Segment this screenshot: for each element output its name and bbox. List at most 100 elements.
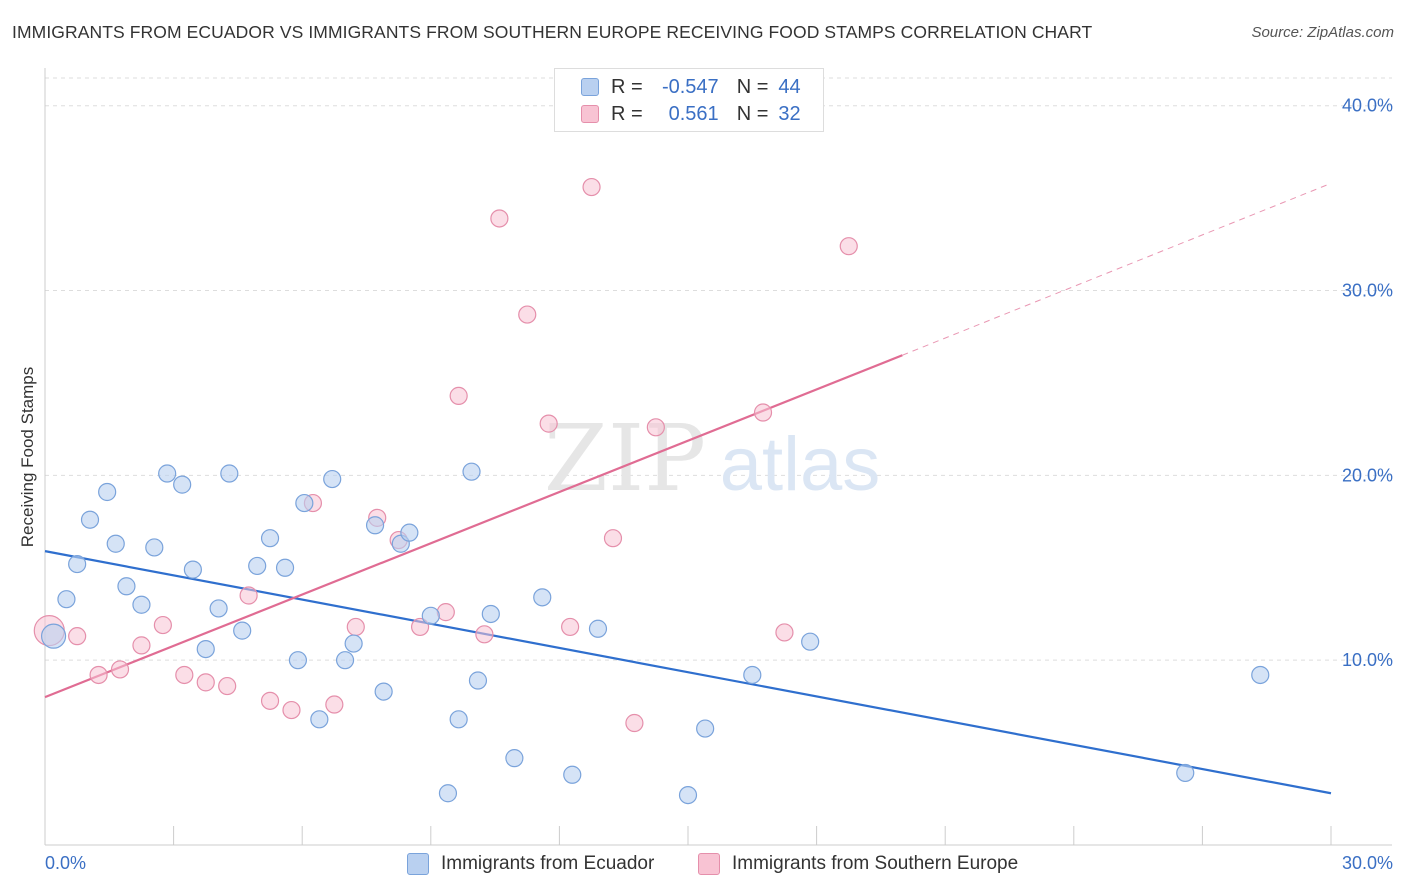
n-value: 44	[778, 75, 801, 98]
southern-europe-point	[218, 676, 237, 696]
ecuador-point	[1251, 665, 1270, 685]
ecuador-point	[220, 464, 239, 483]
ecuador-point	[696, 719, 715, 738]
ecuador-point	[57, 590, 76, 609]
ecuador-point	[588, 619, 608, 638]
southern-europe-point	[89, 665, 108, 685]
ecuador-point	[365, 516, 385, 535]
ecuador-point	[158, 464, 177, 483]
ecuador-point	[80, 510, 100, 529]
ecuador-point	[1176, 763, 1195, 783]
ecuador-point	[481, 604, 500, 624]
source-note: Source: ZipAtlas.com	[1251, 24, 1394, 41]
stats-legend-row-southern-europe: R = 0.561 N = 32	[581, 102, 801, 126]
southern-europe-point	[68, 627, 87, 646]
ecuador-point	[462, 462, 481, 481]
southern-europe-point	[410, 617, 430, 637]
ecuador-point	[323, 469, 342, 489]
y-tick-label: 30.0%	[1342, 281, 1393, 301]
ecuador-point	[117, 577, 136, 596]
n-label: N =	[736, 102, 769, 125]
ecuador-point	[248, 556, 267, 576]
southern-europe-trend-line	[44, 354, 903, 699]
southern-europe-point	[239, 586, 258, 605]
southern-europe-point	[282, 700, 301, 720]
southern-europe-point	[175, 665, 194, 685]
x-tick-label: 30.0%	[1342, 853, 1393, 873]
ecuador-point	[743, 665, 762, 685]
ecuador-point	[310, 710, 329, 729]
southern-europe-point	[582, 177, 601, 197]
southern-europe-point	[490, 209, 509, 228]
gridlines	[45, 77, 1392, 661]
southern-europe-point	[603, 529, 623, 548]
southern-europe-point	[839, 237, 858, 256]
ecuador-point	[421, 606, 440, 625]
y-tick-label: 10.0%	[1342, 650, 1393, 670]
ecuador-point	[68, 554, 87, 574]
r-label: R =	[611, 102, 643, 125]
ecuador-point	[233, 621, 252, 640]
southern-europe-point	[449, 386, 468, 405]
southern-europe-point	[260, 691, 280, 710]
stats-legend-row-ecuador: R = -0.547 N = 44	[581, 75, 801, 99]
ecuador-point	[533, 588, 552, 607]
ecuador-point	[40, 623, 67, 649]
southern-europe-point	[325, 695, 344, 714]
watermark-atlas: atlas	[720, 422, 881, 507]
ecuador-point	[209, 599, 228, 618]
stats-legend: R = -0.547 N = 44 R = 0.561 N = 32	[554, 68, 824, 132]
x-tick-label: 0.0%	[45, 853, 86, 873]
legend-item-southern-europe: Immigrants from Southern Europe	[698, 851, 1018, 877]
southern-europe-trend-extension	[902, 182, 1332, 356]
pink-swatch-icon	[581, 105, 599, 123]
southern-europe-point	[196, 673, 215, 692]
ecuador-point	[183, 560, 202, 579]
southern-europe-point	[753, 403, 773, 422]
r-value: -0.547	[661, 75, 719, 98]
southern-europe-point	[153, 615, 172, 635]
southern-europe-point	[475, 625, 494, 644]
ecuador-point	[275, 558, 295, 577]
ecuador-point	[438, 784, 458, 803]
ecuador-point	[288, 651, 308, 670]
ecuador-point	[563, 765, 582, 784]
blue-swatch-icon	[581, 78, 599, 96]
r-label: R =	[611, 75, 643, 98]
ecuador-point	[344, 634, 363, 653]
n-label: N =	[736, 75, 769, 98]
ecuador-point	[801, 632, 820, 651]
ecuador-point	[678, 785, 698, 805]
southern-europe-point	[625, 713, 644, 733]
southern-europe-point	[539, 414, 558, 433]
ecuador-point	[132, 595, 151, 614]
ecuador-point	[260, 529, 280, 548]
axes	[44, 68, 1392, 846]
legend-label-southern-europe: Immigrants from Southern Europe	[732, 853, 1019, 874]
southern-europe-point	[518, 305, 537, 324]
ecuador-point	[145, 538, 164, 557]
southern-europe-point	[646, 418, 665, 437]
chart-title: IMMIGRANTS FROM ECUADOR VS IMMIGRANTS FR…	[12, 22, 1093, 42]
ecuador-point	[400, 523, 419, 542]
legend-label-ecuador: Immigrants from Ecuador	[441, 853, 655, 874]
southern-europe-point	[346, 617, 365, 637]
ecuador-point	[98, 482, 117, 502]
pink-swatch-icon	[698, 853, 720, 875]
ecuador-trend-line	[44, 550, 1332, 795]
southern-europe-point	[436, 603, 455, 622]
ecuador-point	[196, 639, 215, 659]
watermark: ZIP atlas	[544, 405, 880, 512]
ecuador-point	[335, 651, 355, 670]
ecuador-point	[374, 682, 393, 701]
ecuador-point	[468, 671, 488, 690]
y-tick-label: 20.0%	[1342, 465, 1393, 485]
data-points	[33, 177, 1270, 805]
tick-labels: 10.0% 20.0% 30.0% 40.0% 0.0% 30.0%	[45, 96, 1393, 873]
y-tick-label: 40.0%	[1342, 96, 1393, 116]
blue-swatch-icon	[407, 853, 429, 875]
southern-europe-point	[561, 617, 580, 637]
southern-europe-point	[132, 636, 151, 655]
watermark-zip: ZIP	[544, 405, 706, 512]
